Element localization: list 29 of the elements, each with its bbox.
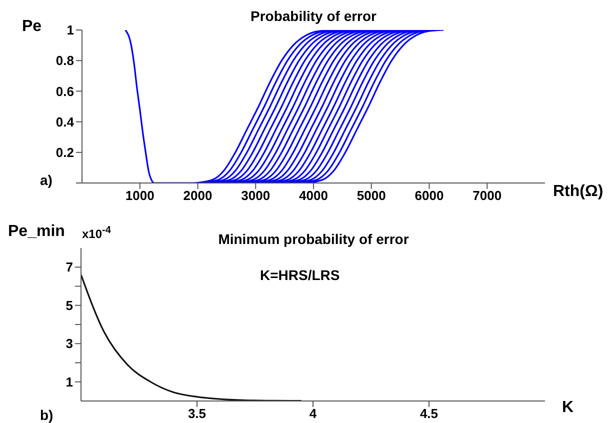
y-tick-label: 7 (66, 260, 73, 275)
y-tick-label: 0.8 (56, 53, 74, 68)
y-tick-label: 0.6 (56, 84, 74, 99)
x-tick-label: 5000 (356, 188, 386, 204)
y-tick-label: 5 (66, 298, 73, 313)
chart-title: Probability of error (249, 8, 378, 24)
y-axis-title: Pe (22, 18, 42, 36)
x-tick-label: 1000 (125, 188, 154, 204)
x-axis-title: Rth(Ω) (553, 183, 604, 201)
y-tick-label: 1 (66, 22, 74, 38)
annotation: K=HRS/LRS (260, 267, 340, 283)
y-tick-label: 1 (66, 374, 73, 390)
x-tick-label: 3.5 (188, 406, 206, 422)
x-tick-label: 7000 (472, 188, 502, 204)
text: b) (40, 407, 54, 423)
text: a) (40, 172, 52, 188)
x-tick-label: 4.5 (420, 406, 438, 422)
y-tick-label: 3 (66, 336, 73, 352)
text: x10$^{-4}$ (82, 225, 111, 241)
x-tick-label: 6000 (414, 188, 444, 204)
x-tick-label: 2000 (183, 188, 212, 204)
y-tick-label: 0.4 (56, 114, 75, 130)
x-tick-label: 3000 (241, 188, 270, 204)
chart-title: Minimum probability of error (218, 231, 409, 247)
x-tick-label: 4000 (299, 188, 328, 204)
x-axis-title: K (562, 399, 574, 417)
x-tick-label: 4 (309, 406, 318, 422)
y-tick-label: 0.2 (56, 145, 74, 160)
y-axis-title: Pe_min (8, 223, 65, 241)
